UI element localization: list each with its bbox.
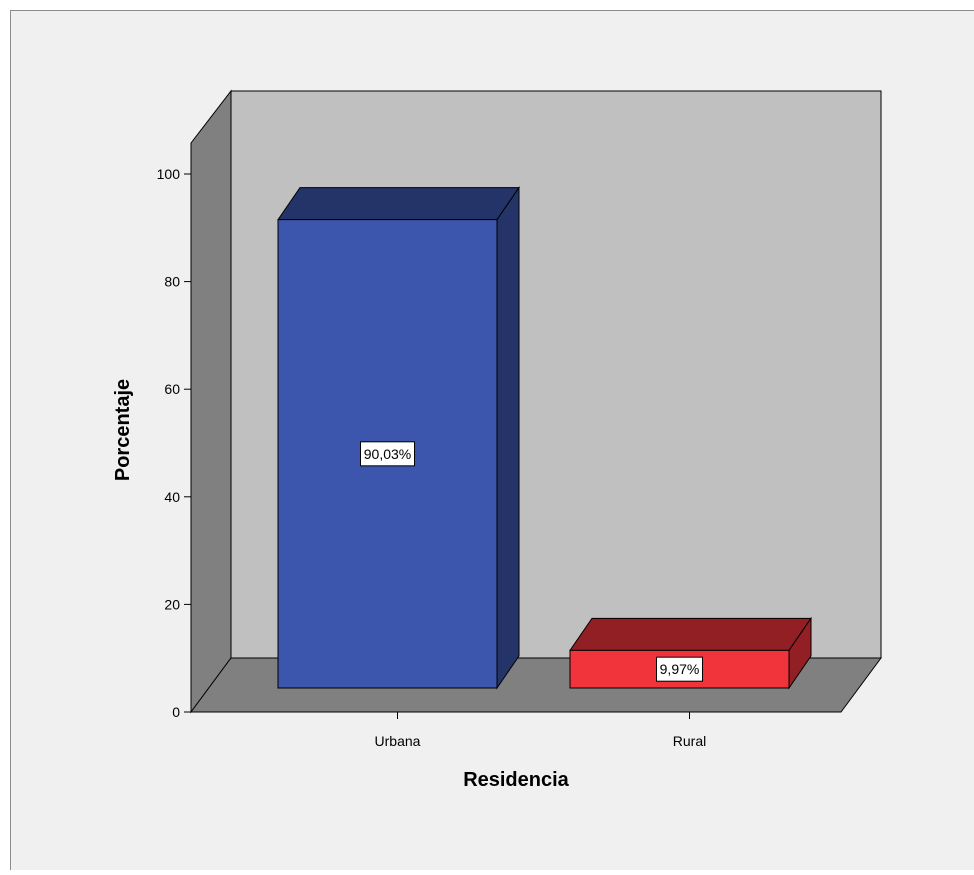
- x-axis-title: Residencia: [463, 769, 569, 791]
- bar-side-urbana: [497, 188, 519, 688]
- y-tick-label: 80: [164, 274, 180, 290]
- y-tick-label: 60: [164, 381, 180, 397]
- y-tick-label: 20: [164, 596, 180, 612]
- y-axis-title: Porcentaje: [112, 379, 134, 481]
- bar-top-rural: [570, 618, 811, 650]
- x-tick-label: Urbana: [375, 733, 421, 749]
- x-tick-label: Rural: [673, 733, 706, 749]
- data-label: 90,03%: [364, 446, 411, 462]
- data-label: 9,97%: [660, 661, 700, 677]
- bar-top-urbana: [278, 188, 519, 220]
- y-tick-label: 40: [164, 489, 180, 505]
- side-wall: [191, 91, 231, 712]
- y-tick-label: 0: [172, 704, 180, 720]
- y-tick-label: 100: [157, 166, 181, 182]
